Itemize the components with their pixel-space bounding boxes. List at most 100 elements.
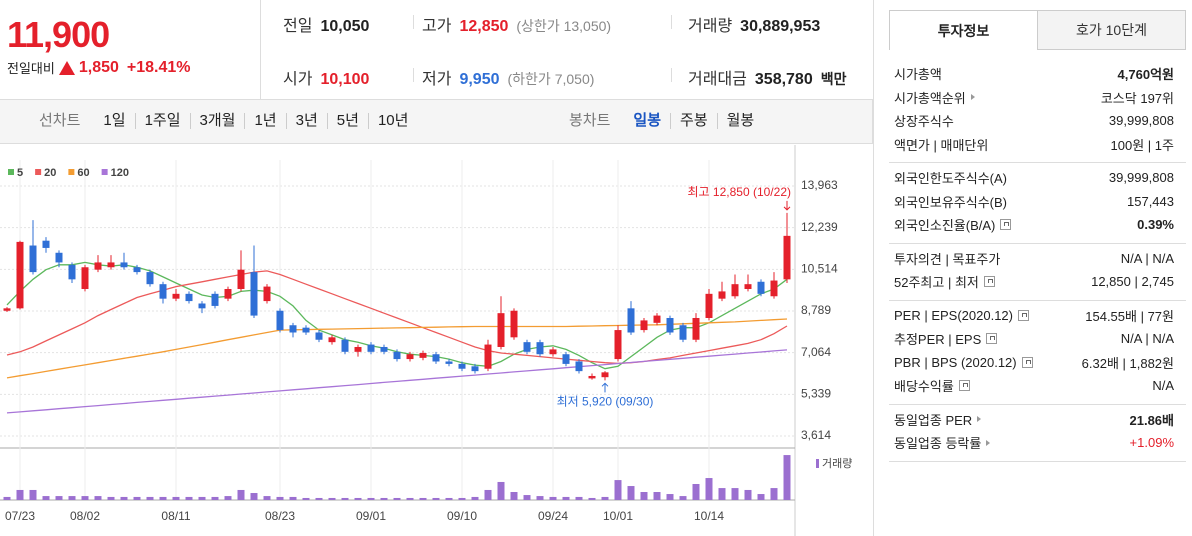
period-button[interactable]: 주봉 [670, 113, 717, 129]
period-button[interactable]: 3개월 [189, 113, 245, 129]
volume-bar [55, 496, 63, 500]
period-button[interactable]: 10년 [367, 113, 418, 129]
volume-bar [458, 497, 466, 500]
period-button[interactable]: 3년 [285, 113, 327, 129]
info-label-wrap: 추정PER | EPS [894, 329, 998, 348]
info-label-wrap: 액면가 | 매매단위 [894, 135, 988, 154]
candle-body [172, 293, 180, 299]
info-label: 외국인한도주식수(A) [894, 171, 1008, 187]
candle-body [55, 252, 63, 263]
x-tick-label: 08/11 [161, 509, 190, 523]
candle-body [679, 325, 687, 340]
candle-body [198, 303, 206, 309]
x-tick-label: 10/14 [694, 509, 724, 523]
help-icon[interactable] [1021, 356, 1033, 368]
candle-body [653, 315, 661, 323]
candle-body [536, 342, 544, 355]
volume-bar [705, 478, 713, 500]
candle-body [263, 286, 271, 302]
volume-bar [107, 496, 115, 500]
info-group: 투자의견 | 목표주가 N/A | N/A 52주최고 | 최저 12,850 | 2… [889, 244, 1186, 301]
candle-body [250, 272, 258, 316]
legend-label: 5 [17, 167, 23, 179]
info-label: 외국인보유주식수(B) [894, 194, 1008, 210]
volume-bar [302, 497, 310, 500]
stat-value: 358,780 [754, 71, 813, 88]
annotation-arrow [783, 200, 791, 211]
volume-bar [783, 455, 791, 500]
candle-body [666, 317, 674, 333]
info-value: +1.09% [1129, 435, 1174, 451]
legend-swatch [8, 169, 14, 175]
period-button[interactable]: 1년 [244, 113, 285, 129]
separator [671, 15, 672, 29]
candle-body [640, 320, 648, 331]
info-row: 52주최고 | 최저 12,850 | 2,745 [894, 270, 1186, 294]
period-button[interactable]: 일봉 [633, 112, 662, 129]
info-label: 동일업종 PER [894, 412, 973, 428]
info-value: N/A | N/A [1120, 331, 1174, 347]
y-tick-label: 7,064 [801, 345, 831, 359]
annotation-high: 최고 12,850 (10/22) [688, 185, 791, 199]
info-label-wrap: 시가총액 [894, 64, 942, 83]
stat-value: 30,889,953 [740, 18, 821, 35]
volume-bar [315, 497, 323, 500]
info-label-wrap: 상장주식수 [894, 111, 954, 130]
volume-bar [575, 496, 583, 500]
help-icon[interactable] [986, 333, 998, 345]
help-icon[interactable] [1000, 219, 1012, 231]
change-label: 전일대비 [7, 61, 55, 76]
help-icon[interactable] [983, 276, 995, 288]
period-button[interactable]: 1주일 [134, 113, 190, 129]
period-button[interactable]: 1일 [103, 112, 126, 129]
tab[interactable]: 투자정보 [889, 10, 1038, 50]
volume-bar [549, 496, 557, 500]
info-label: 시가총액 [894, 67, 942, 83]
help-icon[interactable] [1018, 309, 1029, 321]
volume-legend: 거래량 [822, 457, 852, 470]
info-row: PER | EPS(2020.12) 154.55배 | 77원 [894, 304, 1186, 328]
stat-note: (하한가 7,050) [507, 71, 595, 87]
info-label: 외국인소진율(B/A) [894, 218, 996, 234]
candle-body [3, 308, 11, 311]
volume-bar [471, 496, 479, 500]
volume-bar [380, 497, 388, 500]
info-label: PER | EPS(2020.12) [894, 307, 1013, 323]
period-button[interactable]: 월봉 [716, 113, 764, 129]
candle-body [783, 235, 791, 280]
link-arrow[interactable] [970, 94, 975, 101]
help-icon[interactable] [958, 380, 970, 392]
volume-bar [445, 497, 453, 500]
link-arrow[interactable] [977, 416, 982, 423]
stat-label: 거래량 [688, 18, 733, 35]
candle-body [549, 349, 557, 355]
info-value: 4,760억원 [1117, 67, 1174, 83]
info-label: 상장주식수 [894, 114, 954, 130]
volume-bar [562, 496, 570, 500]
candle-body [588, 375, 596, 379]
volume-bar [757, 494, 765, 500]
info-label: 동일업종 등락률 [894, 436, 982, 452]
info-group: 동일업종 PER 21.86배 동일업종 등락률 +1.09% [889, 405, 1186, 462]
tab[interactable]: 호가 10단계 [1037, 10, 1186, 50]
info-value: 100원 | 1주 [1110, 137, 1174, 153]
candle-body [120, 262, 128, 268]
period-button[interactable]: 5년 [326, 113, 368, 129]
stat: 전일 10,050 [283, 12, 369, 36]
candle-body [705, 293, 713, 318]
stat-label: 거래대금 [688, 71, 747, 88]
link-arrow[interactable] [986, 439, 991, 446]
volume-bar [497, 481, 505, 500]
annotation-arrow [601, 382, 609, 393]
x-tick-label: 08/02 [70, 509, 100, 523]
ma-line [6, 349, 788, 414]
price-box: 11,900 전일대비 1,850 +18.41% [0, 0, 261, 100]
volume-bar [224, 496, 232, 500]
info-label: 투자의견 | 목표주가 [894, 251, 1001, 267]
volume-bar [237, 489, 245, 500]
candle-body [81, 267, 89, 290]
volume-bar [159, 496, 167, 500]
volume-bar [523, 495, 531, 500]
candle-chart-periods: 봉차트 일봉 주봉 월봉 [560, 113, 763, 129]
